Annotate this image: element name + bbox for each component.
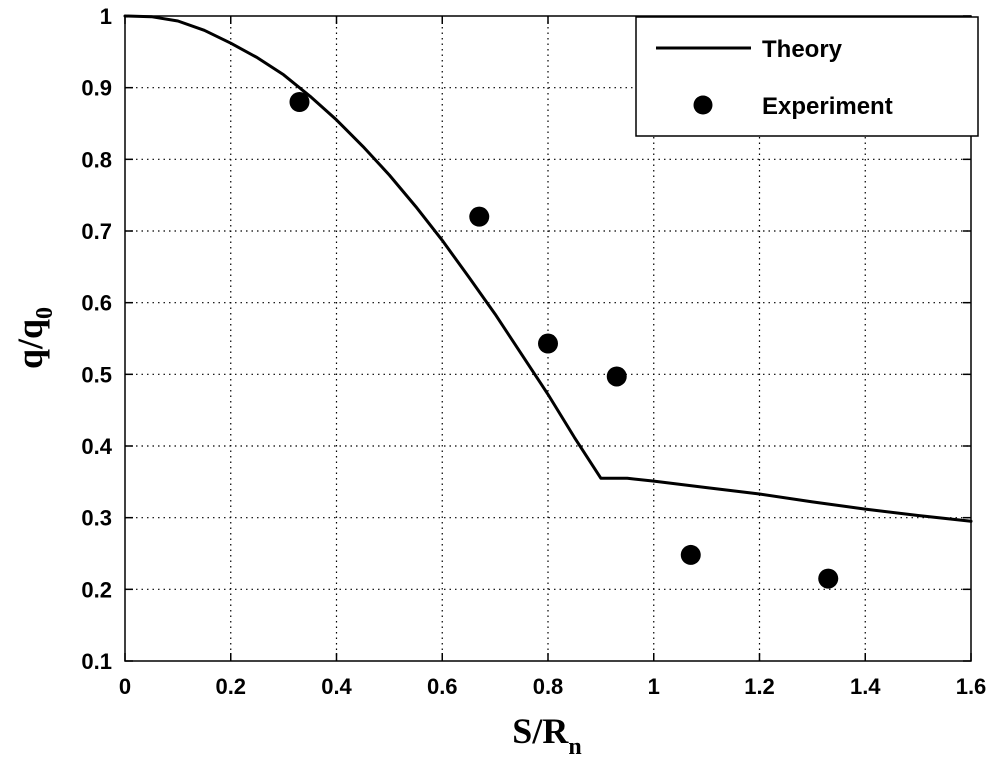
- x-axis-label: S/Rn: [512, 711, 581, 760]
- y-tick-label: 0.3: [81, 506, 112, 531]
- legend: Theory Experiment: [635, 16, 979, 137]
- y-axis-label-main: q/q: [10, 319, 50, 369]
- y-axis-label-subscript: 0: [32, 307, 58, 319]
- experiment-point: [469, 206, 490, 227]
- y-tick-label: 0.4: [81, 434, 112, 459]
- experiment-point: [606, 366, 627, 387]
- x-tick-label: 1.2: [744, 674, 775, 699]
- y-tick-label: 0.6: [81, 291, 112, 316]
- legend-box: [635, 16, 979, 137]
- x-tick-label: 1.4: [850, 674, 881, 699]
- y-tick-label: 0.5: [81, 362, 112, 387]
- y-tick-label: 0.8: [81, 147, 112, 172]
- x-axis-label-subscript: n: [568, 734, 581, 760]
- legend-experiment-swatch: [693, 95, 713, 115]
- x-tick-label: 1: [648, 674, 660, 699]
- x-tick-label: 0.4: [321, 674, 352, 699]
- y-axis-label: q/q0: [10, 307, 58, 369]
- x-tick-label: 0.6: [427, 674, 458, 699]
- theory-line: [123, 14, 973, 523]
- x-axis-label-main: S/R: [512, 711, 569, 751]
- experiment-point: [289, 92, 310, 112]
- y-tick-label: 0.9: [81, 76, 112, 101]
- legend-experiment-label: Experiment: [762, 93, 893, 120]
- y-tick-label: 1: [100, 4, 112, 29]
- y-tick-label: 0.7: [81, 219, 112, 244]
- tick-labels: 0 0.2 0.4 0.6 0.8 1 1.2 1.4 1.6 0.1 0.2 0.3 0.4 0.5 0.…: [81, 4, 986, 699]
- x-tick-label: 0: [119, 674, 131, 699]
- y-tick-label: 0.1: [81, 649, 112, 674]
- experiment-point: [538, 333, 558, 354]
- x-tick-label: 1.6: [956, 674, 987, 699]
- series-layer: [123, 14, 973, 589]
- experiment-point: [818, 568, 839, 589]
- x-tick-label: 0.8: [533, 674, 564, 699]
- y-tick-label: 0.2: [81, 577, 112, 602]
- experiment-point: [680, 544, 701, 565]
- legend-theory-label: Theory: [762, 36, 843, 63]
- x-tick-label: 0.2: [215, 674, 246, 699]
